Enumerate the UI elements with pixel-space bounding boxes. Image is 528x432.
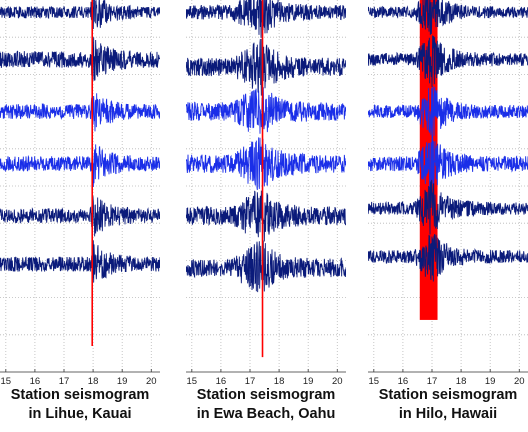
chart-title: Station seismogram bbox=[196, 387, 336, 403]
x-tick-label: 19 bbox=[303, 376, 314, 386]
x-tick-label: 17 bbox=[427, 376, 438, 386]
chart-title: Station seismogram bbox=[378, 387, 518, 403]
x-tick-label: 19 bbox=[117, 376, 128, 386]
seismogram-panel-ewa-beach: 15 16 17 18 19 20 Station seismogram in Ewa B… bbox=[186, 0, 346, 432]
seismogram-trace-4 bbox=[0, 144, 160, 188]
seismogram-trace-2 bbox=[186, 38, 346, 96]
seismogram-trace-4 bbox=[186, 137, 346, 191]
seismogram-chart-hilo: 15 16 17 18 19 20 bbox=[368, 0, 528, 386]
seismogram-panel-hilo: 15 16 17 18 19 20 Station seismogram in Hilo,… bbox=[368, 0, 528, 432]
x-tick-label: 17 bbox=[245, 376, 256, 386]
grid-lines bbox=[186, 0, 346, 372]
x-tick-label: 16 bbox=[30, 376, 41, 386]
chart-subtitle: in Ewa Beach, Oahu bbox=[196, 406, 336, 422]
seismogram-trace-5 bbox=[368, 179, 528, 235]
seismogram-chart-ewa-beach: 15 16 17 18 19 20 bbox=[186, 0, 346, 386]
seismogram-trace-2 bbox=[368, 35, 528, 87]
chart-caption: Station seismogram in Ewa Beach, Oahu bbox=[171, 386, 361, 424]
x-tick-label: 15 bbox=[1, 376, 12, 386]
seismogram-trace-6 bbox=[186, 240, 346, 293]
seismogram-trace-5 bbox=[0, 195, 160, 237]
x-tick-label: 19 bbox=[485, 376, 496, 386]
x-tick-label: 15 bbox=[187, 376, 198, 386]
seismogram-trace-6 bbox=[0, 240, 160, 283]
chart-caption: Station seismogram in Hilo, Hawaii bbox=[353, 386, 528, 424]
x-tick-label: 16 bbox=[398, 376, 409, 386]
seismogram-trace-2 bbox=[0, 37, 160, 81]
seismogram-trace-1 bbox=[186, 0, 346, 38]
seismogram-trace-3 bbox=[0, 93, 160, 132]
x-tick-label: 16 bbox=[216, 376, 227, 386]
x-tick-label: 20 bbox=[146, 376, 157, 386]
x-tick-label: 15 bbox=[369, 376, 380, 386]
seismogram-trace-4 bbox=[368, 135, 528, 190]
seismogram-trace-6 bbox=[368, 234, 528, 282]
x-tick-label: 20 bbox=[514, 376, 525, 386]
chart-caption: Station seismogram in Lihue, Kauai bbox=[0, 386, 175, 424]
seismogram-trace-3 bbox=[186, 87, 346, 134]
chart-subtitle: in Lihue, Kauai bbox=[28, 406, 132, 422]
x-tick-label: 18 bbox=[456, 376, 467, 386]
seismogram-trace-5 bbox=[186, 190, 346, 242]
x-tick-label: 18 bbox=[274, 376, 285, 386]
seismogram-trace-1 bbox=[368, 0, 528, 35]
x-tick-label: 17 bbox=[59, 376, 70, 386]
chart-title: Station seismogram bbox=[10, 387, 150, 403]
x-tick-label: 18 bbox=[88, 376, 99, 386]
seismogram-panel-lihue: 15 16 17 18 19 20 Station seismogram in Lihue… bbox=[0, 0, 160, 432]
seismogram-trace-3 bbox=[368, 86, 528, 136]
chart-subtitle: in Hilo, Hawaii bbox=[398, 406, 498, 422]
x-tick-label: 20 bbox=[332, 376, 343, 386]
seismogram-chart-lihue: 15 16 17 18 19 20 bbox=[0, 0, 160, 386]
seismogram-trace-1 bbox=[0, 0, 160, 29]
